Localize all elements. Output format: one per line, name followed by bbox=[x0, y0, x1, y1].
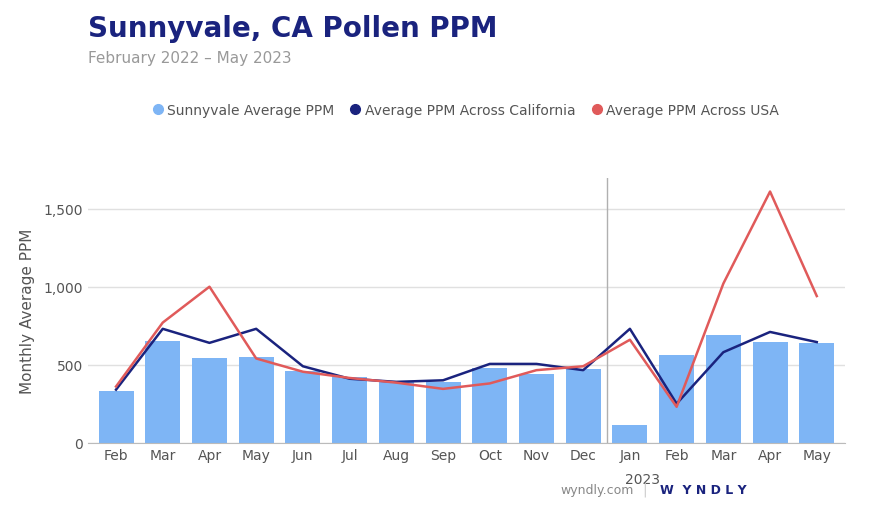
Bar bbox=[99, 391, 134, 443]
Text: Sunnyvale, CA Pollen PPM: Sunnyvale, CA Pollen PPM bbox=[88, 15, 497, 43]
Text: |: | bbox=[642, 482, 647, 496]
Bar bbox=[519, 374, 554, 443]
Y-axis label: Monthly Average PPM: Monthly Average PPM bbox=[20, 228, 35, 393]
Bar bbox=[752, 343, 788, 443]
Bar bbox=[378, 382, 414, 443]
Bar bbox=[473, 368, 507, 443]
Bar bbox=[799, 343, 834, 443]
Text: wyndly.com: wyndly.com bbox=[561, 484, 634, 496]
Text: W  Y N D L Y: W Y N D L Y bbox=[660, 484, 746, 496]
Bar bbox=[285, 371, 320, 443]
Bar bbox=[238, 357, 274, 443]
Text: 2023: 2023 bbox=[626, 472, 661, 486]
Text: February 2022 – May 2023: February 2022 – May 2023 bbox=[88, 51, 291, 66]
Bar bbox=[659, 355, 694, 443]
Bar bbox=[612, 425, 648, 443]
Bar bbox=[332, 378, 367, 443]
Legend: Sunnyvale Average PPM, Average PPM Across California, Average PPM Across USA: Sunnyvale Average PPM, Average PPM Acros… bbox=[148, 99, 785, 124]
Bar bbox=[426, 382, 460, 443]
Bar bbox=[192, 359, 227, 443]
Bar bbox=[566, 369, 601, 443]
Bar bbox=[706, 335, 741, 443]
Bar bbox=[145, 342, 180, 443]
